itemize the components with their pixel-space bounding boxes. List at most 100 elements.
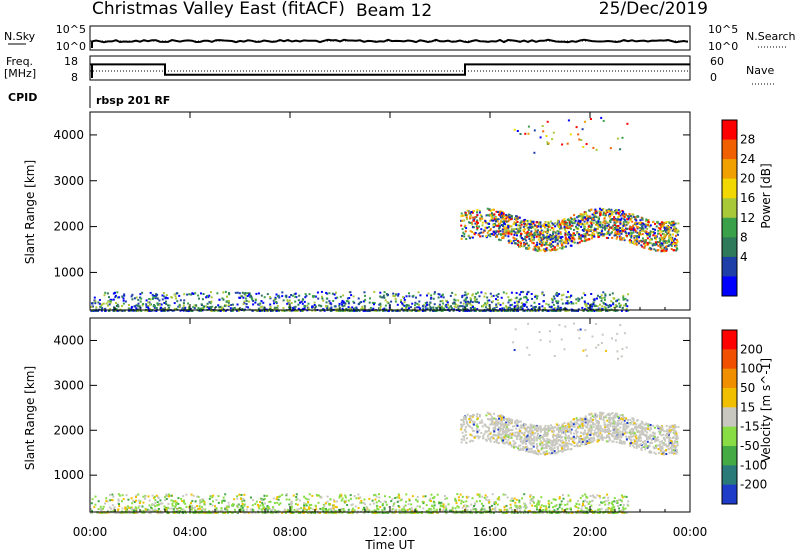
range-cell xyxy=(411,302,414,305)
range-cell xyxy=(499,509,502,512)
range-cell xyxy=(491,232,494,235)
range-cell xyxy=(119,494,121,497)
range-cell xyxy=(624,304,627,307)
range-cell xyxy=(602,291,605,294)
range-cell xyxy=(191,506,194,509)
range-cell xyxy=(619,221,622,224)
range-cell xyxy=(654,222,656,225)
range-cell xyxy=(398,494,401,497)
range-cell xyxy=(576,310,579,312)
range-cell xyxy=(118,296,121,299)
range-cell xyxy=(530,223,532,226)
range-cell xyxy=(275,308,278,311)
range-cell xyxy=(258,507,261,510)
range-cell xyxy=(217,510,220,513)
range-cell xyxy=(140,309,143,312)
range-cell xyxy=(237,503,240,506)
range-cell xyxy=(404,512,407,514)
range-cell xyxy=(400,299,403,302)
range-cell xyxy=(564,240,567,243)
range-cell xyxy=(361,508,364,511)
range-cell xyxy=(314,504,317,507)
range-cell xyxy=(500,216,502,219)
range-cell xyxy=(617,209,620,212)
range-cell xyxy=(353,495,356,498)
range-cell xyxy=(196,495,199,498)
range-cell xyxy=(334,505,337,508)
range-cell xyxy=(160,306,163,309)
range-cell xyxy=(219,305,222,308)
range-cell xyxy=(461,506,464,509)
range-cell xyxy=(567,225,570,228)
range-cell xyxy=(564,236,567,239)
range-cell xyxy=(554,225,557,228)
range-cell xyxy=(604,219,607,222)
range-cell xyxy=(187,302,190,305)
range-cell xyxy=(276,304,279,307)
range-cell xyxy=(592,232,595,235)
range-cell xyxy=(582,292,585,295)
range-cell xyxy=(222,496,225,499)
range-cell xyxy=(618,215,621,218)
range-cell xyxy=(388,506,391,508)
range-cell xyxy=(232,307,235,310)
range-cell xyxy=(177,305,180,308)
range-cell xyxy=(461,294,464,297)
range-cell xyxy=(566,309,569,312)
range-cell xyxy=(609,221,612,224)
range-cell xyxy=(329,508,332,511)
range-cell xyxy=(320,305,323,308)
range-cell xyxy=(562,509,565,512)
range-cell xyxy=(546,225,549,227)
range-cell xyxy=(211,305,214,308)
range-cell xyxy=(588,234,591,236)
range-cell xyxy=(541,310,544,312)
range-cell xyxy=(471,223,474,226)
range-cell xyxy=(510,218,513,221)
range-cell xyxy=(561,247,564,250)
range-cell xyxy=(151,510,154,513)
range-cell xyxy=(289,512,292,514)
range-cell xyxy=(394,310,397,312)
range-cell xyxy=(102,505,105,508)
range-cell xyxy=(154,296,157,299)
range-cell xyxy=(153,306,156,309)
range-cell xyxy=(463,512,466,514)
range-cell xyxy=(518,224,521,227)
range-cell xyxy=(510,298,513,301)
range-cell xyxy=(257,503,259,506)
range-cell xyxy=(495,235,498,238)
range-cell xyxy=(523,509,526,512)
range-cell xyxy=(97,508,100,511)
range-cell xyxy=(593,310,596,312)
range-cell xyxy=(106,509,109,512)
range-cell xyxy=(147,308,150,311)
range-cell xyxy=(143,511,146,514)
range-cell xyxy=(610,208,613,211)
range-cell xyxy=(501,223,504,226)
range-cell xyxy=(195,304,198,307)
range-cell xyxy=(527,232,530,235)
range-cell xyxy=(498,238,500,241)
range-cell xyxy=(144,309,147,312)
range-cell xyxy=(614,304,617,307)
range-cell xyxy=(613,219,616,222)
range-cell xyxy=(673,238,676,241)
range-cell xyxy=(233,508,236,511)
range-cell xyxy=(188,506,191,509)
range-cell xyxy=(532,222,535,225)
range-cell xyxy=(606,493,609,496)
range-cell xyxy=(486,296,489,299)
range-cell xyxy=(464,291,467,294)
range-cell xyxy=(676,240,679,243)
range-cell xyxy=(503,233,506,235)
range-cell xyxy=(499,303,502,306)
range-cell xyxy=(210,291,212,294)
range-cell xyxy=(441,307,444,310)
range-cell xyxy=(363,291,366,294)
range-cell xyxy=(147,301,150,304)
range-cell xyxy=(646,227,649,230)
range-cell xyxy=(108,303,111,306)
range-cell xyxy=(410,506,413,509)
range-cell xyxy=(430,294,433,297)
